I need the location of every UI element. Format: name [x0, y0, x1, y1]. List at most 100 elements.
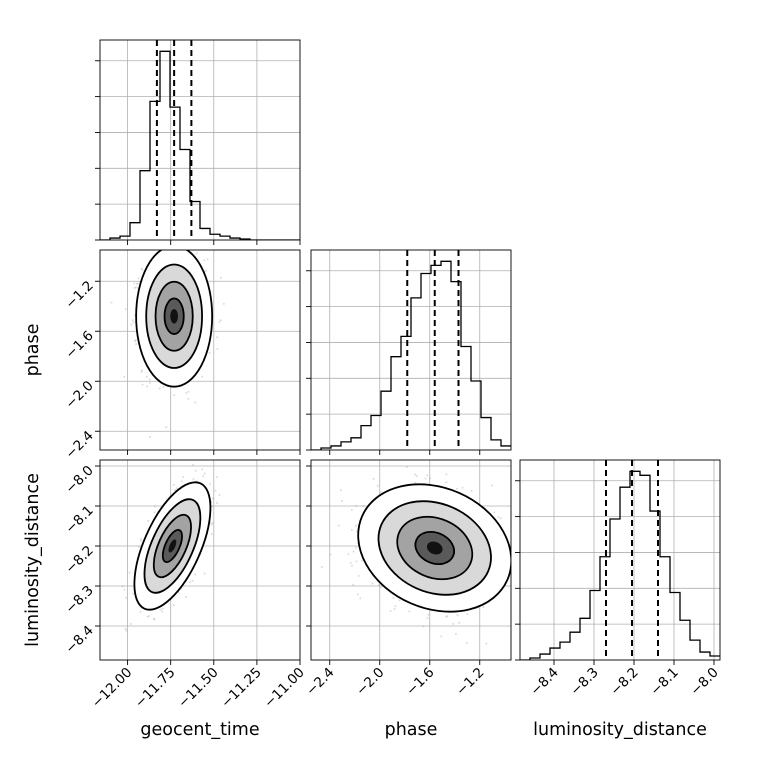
panel-frame — [310, 249, 512, 451]
sample-point — [461, 486, 464, 489]
sample-point — [211, 522, 214, 525]
sample-point — [354, 524, 357, 527]
x-tick-label: −8.0 — [687, 665, 721, 699]
sample-point — [129, 622, 132, 625]
sample-point — [130, 323, 133, 326]
panel-content — [520, 460, 720, 660]
sample-point — [188, 245, 190, 247]
sample-point — [470, 490, 473, 492]
sample-point — [203, 472, 206, 475]
panel-phase-hist — [306, 249, 512, 455]
sample-point — [466, 613, 469, 616]
sample-point — [414, 473, 417, 476]
x-tick-label: −1.2 — [453, 665, 487, 699]
sample-point — [124, 308, 127, 311]
x-tick-label: −2.4 — [303, 665, 337, 699]
sample-point — [392, 596, 395, 599]
sample-point — [210, 523, 213, 526]
panel-frame — [99, 39, 301, 241]
sample-point — [341, 499, 344, 502]
sample-point — [452, 622, 455, 625]
sample-point — [141, 268, 144, 271]
sample-point — [215, 476, 218, 479]
sample-point — [194, 469, 197, 472]
sample-point — [210, 532, 213, 535]
sample-point — [191, 579, 194, 582]
sample-point — [182, 476, 185, 479]
sample-point — [175, 487, 178, 490]
sample-point — [187, 246, 189, 248]
sample-point — [515, 574, 517, 576]
y-tick-label: −8.1 — [62, 503, 96, 537]
sample-point — [201, 468, 204, 471]
sample-point — [329, 553, 332, 556]
sample-point — [123, 375, 126, 378]
sample-point — [203, 572, 206, 575]
sample-point — [132, 321, 135, 324]
sample-point — [393, 608, 396, 611]
sample-point — [350, 564, 353, 567]
sample-point — [536, 555, 538, 557]
sample-point — [490, 484, 493, 487]
sample-point — [347, 553, 350, 556]
y-tick-label: −1.6 — [62, 328, 96, 362]
panel-frame — [519, 459, 721, 661]
sample-point — [162, 386, 165, 389]
sample-point — [350, 509, 353, 512]
sample-point — [153, 511, 156, 514]
sample-point — [485, 642, 488, 645]
sample-point — [497, 516, 500, 519]
sample-point — [214, 489, 217, 492]
sample-point — [206, 258, 209, 261]
sample-point — [187, 390, 190, 393]
sample-point — [356, 593, 359, 596]
sample-point — [146, 615, 149, 618]
panel-frame — [310, 459, 512, 661]
panel-luminosity_distance-hist — [515, 459, 721, 665]
density-contour — [426, 541, 443, 555]
y-tick-label: −2.4 — [62, 428, 96, 462]
sample-point — [339, 489, 342, 492]
sample-point — [159, 608, 162, 611]
sample-point — [134, 340, 137, 343]
sample-point — [177, 246, 179, 248]
histogram-step — [100, 50, 300, 240]
sample-point — [372, 477, 375, 480]
x-tick-label: −8.1 — [647, 665, 681, 699]
sample-point — [415, 474, 418, 477]
sample-point — [529, 554, 531, 556]
sample-point — [172, 603, 175, 606]
sample-point — [110, 301, 113, 304]
sample-point — [140, 370, 143, 373]
sample-point — [137, 545, 140, 548]
panel-frame — [99, 249, 301, 451]
x-axis-label: geocent_time — [140, 720, 259, 740]
sample-point — [153, 505, 156, 508]
sample-point — [355, 530, 358, 533]
sample-point — [148, 378, 151, 381]
sample-point — [176, 243, 178, 245]
sample-point — [153, 618, 156, 621]
y-axis-label: phase — [23, 324, 43, 377]
sample-point — [172, 483, 175, 486]
sample-point — [389, 610, 392, 613]
sample-point — [136, 282, 139, 285]
sample-point — [355, 504, 358, 507]
sample-point — [128, 571, 131, 574]
x-tick-label: −11.50 — [175, 665, 222, 712]
sample-point — [137, 277, 140, 280]
sample-point — [145, 375, 148, 378]
sample-point — [165, 426, 168, 429]
y-tick-label: −8.4 — [62, 623, 96, 657]
sample-point — [398, 599, 401, 602]
sample-point — [515, 614, 517, 616]
sample-point — [190, 241, 192, 243]
panel-phase-vs-luminosity_distance — [306, 459, 538, 665]
sample-point — [446, 615, 449, 618]
panel-content — [100, 241, 300, 450]
sample-point — [458, 621, 461, 624]
sample-point — [408, 610, 411, 613]
sample-point — [148, 614, 151, 617]
sample-point — [139, 610, 142, 613]
sample-point — [354, 546, 357, 549]
